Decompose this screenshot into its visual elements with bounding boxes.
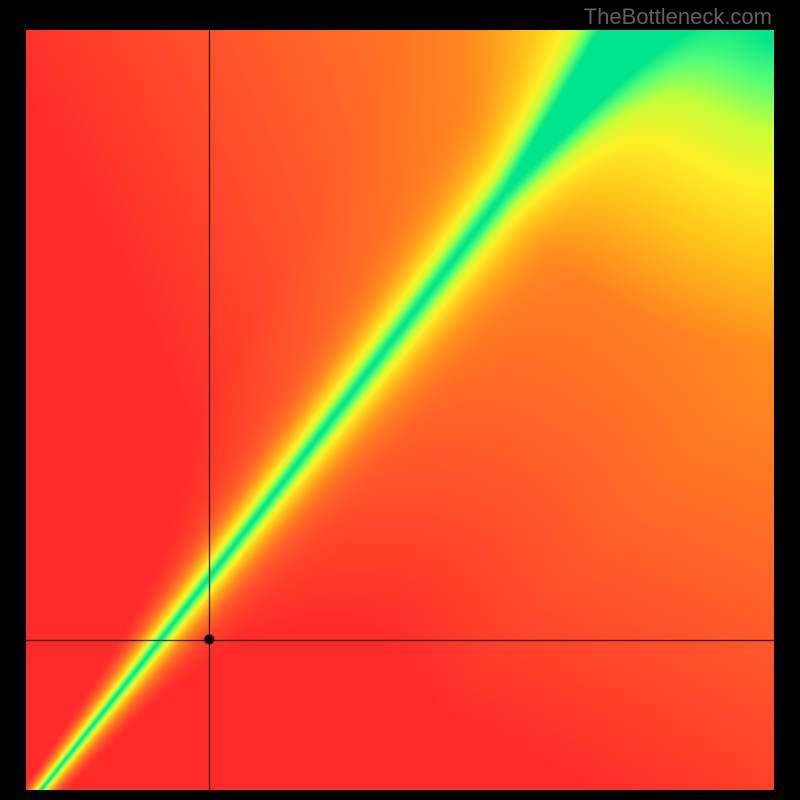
watermark-text: TheBottleneck.com — [584, 4, 772, 30]
chart-container: TheBottleneck.com — [0, 0, 800, 800]
bottleneck-heatmap — [26, 30, 774, 790]
